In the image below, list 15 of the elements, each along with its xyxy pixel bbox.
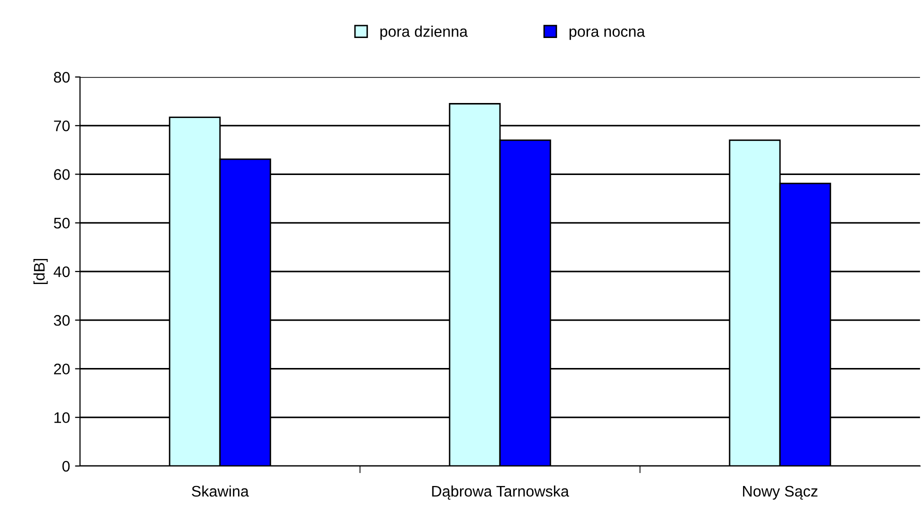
y-tick-label: 60 [54, 169, 70, 180]
x-tick-label: Nowy Sącz [743, 486, 818, 500]
y-tick-label: 20 [54, 364, 70, 374]
y-tick-label: 40 [54, 266, 70, 278]
y-tick-label: 30 [54, 314, 70, 326]
y-tick-label: 80 [54, 72, 70, 83]
y-tick-label: 10 [54, 412, 70, 424]
legend-label: pora nocna [570, 28, 646, 40]
y-tick-label: 50 [54, 218, 70, 229]
legend-label: pora dzienna [380, 26, 468, 40]
y-axis-title: [dB] [33, 259, 48, 284]
x-tick-label: Dąbrowa Tarnowska [432, 485, 570, 500]
y-tick-label: 70 [54, 120, 70, 132]
y-tick-label: 0 [62, 460, 70, 472]
x-tick-label: Skawina [192, 485, 249, 497]
